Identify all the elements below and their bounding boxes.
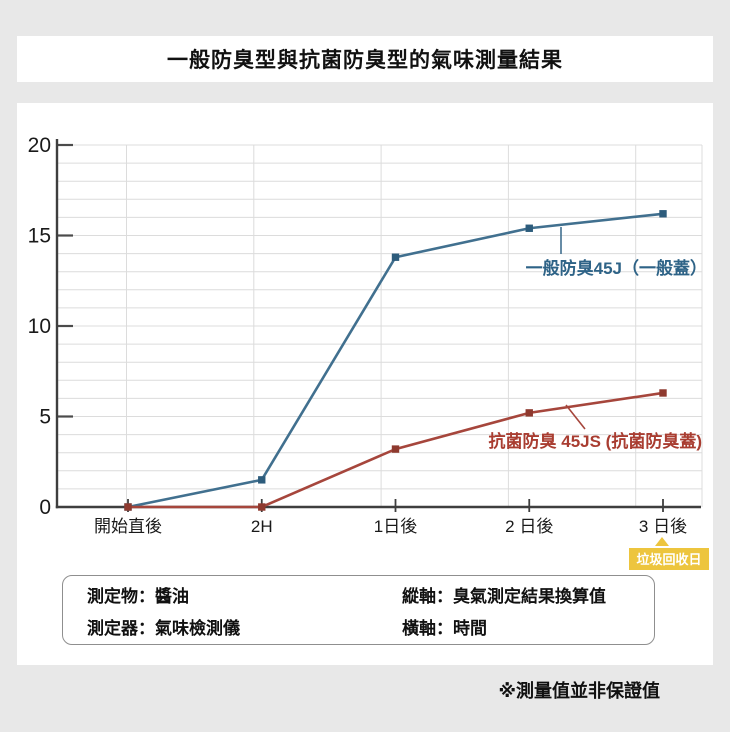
info-item-measured-object: 測定物：醬油 [87,586,189,606]
trash-day-arrow-icon [655,537,669,546]
page-title: 一般防臭型與抗菌防臭型的氣味測量結果 [167,49,563,72]
svg-text:5: 5 [39,406,51,429]
trash-day-badge: 垃圾回收日 [629,548,709,570]
svg-text:2H: 2H [251,517,273,536]
svg-text:15: 15 [28,225,51,248]
info-item-vertical-axis: 縱軸：臭氣測定結果換算值 [402,586,606,606]
series-label-antibacterial-deodorant: 抗菌防臭 45JS (抗菌防臭蓋) [488,432,702,451]
info-box: 測定物：醬油 縱軸：臭氣測定結果換算值 測定器：氣味檢測儀 橫軸：時間 [62,575,655,645]
svg-text:0: 0 [39,496,51,519]
svg-text:2 日後: 2 日後 [505,517,553,536]
chart-panel: 開始直後 2H 1日後 2 日後 3 日後 0 5 10 15 20 一般防臭45J（一般蓋） 抗… [17,103,713,665]
svg-text:1日後: 1日後 [374,517,417,536]
series-label-general-deodorant: 一般防臭45J（一般蓋） [525,259,707,278]
info-item-measuring-device: 測定器：氣味檢測儀 [87,618,240,638]
svg-text:開始直後: 開始直後 [94,517,162,536]
svg-text:10: 10 [28,315,51,338]
svg-text:20: 20 [28,134,51,157]
title-bar: 一般防臭型與抗菌防臭型的氣味測量結果 [17,36,713,82]
svg-text:3 日後: 3 日後 [639,517,687,536]
footnote: ※測量值並非保證值 [498,681,661,701]
info-item-horizontal-axis: 橫軸：時間 [402,618,487,638]
line-chart: 開始直後 2H 1日後 2 日後 3 日後 0 5 10 15 20 [28,134,703,536]
